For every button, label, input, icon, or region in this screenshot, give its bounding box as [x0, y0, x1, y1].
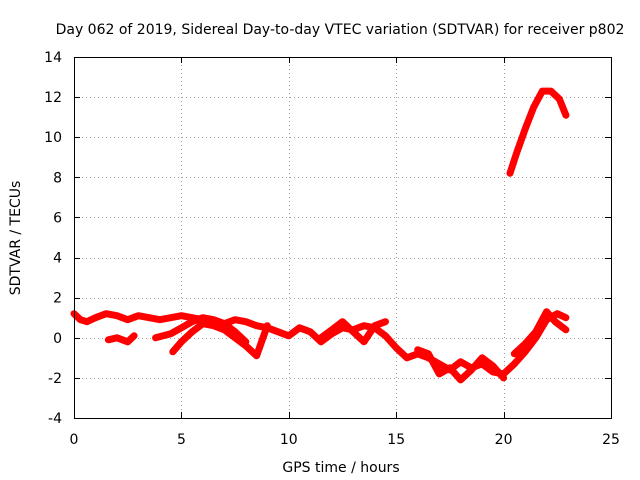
axis-ticks: 0 5 10 15 20 25 -4 -2 0 2 4 6 8 10 12 14: [44, 50, 620, 448]
y-tick-label: 8: [53, 170, 62, 186]
x-tick-label: 0: [70, 432, 79, 448]
series-afternoon-branch: [414, 346, 508, 384]
series-late-branch: [510, 308, 570, 358]
y-tick-label: -2: [48, 371, 62, 387]
y-tick-label: 10: [44, 130, 62, 146]
series-lower-branch: [104, 332, 138, 346]
x-tick-label: 15: [387, 432, 405, 448]
y-tick-label: 12: [44, 90, 62, 106]
series-high-arc: [506, 87, 570, 177]
y-tick-label: 6: [53, 210, 62, 226]
x-axis-label: GPS time / hours: [282, 460, 399, 476]
plot-frame: [74, 57, 612, 419]
series-upper-branch-b: [152, 314, 250, 346]
grid: [74, 57, 611, 418]
x-tick-label: 20: [495, 432, 513, 448]
y-axis-label: SDTVAR / TECUs: [8, 181, 24, 296]
x-tick-label: 5: [177, 432, 186, 448]
y-tick-label: 4: [53, 251, 62, 267]
x-tick-label: 25: [602, 432, 620, 448]
series-main-track: [70, 310, 570, 378]
y-tick-label: -4: [48, 411, 62, 427]
x-tick-label: 10: [280, 432, 298, 448]
y-tick-label: 0: [53, 331, 62, 347]
y-tick-label: 14: [44, 50, 62, 66]
y-tick-label: 2: [53, 291, 62, 307]
series-upper-branch-a: [169, 320, 271, 360]
data-series: [70, 87, 570, 384]
series-midday-branch: [317, 318, 389, 346]
chart-title: Day 062 of 2019, Sidereal Day-to-day VTE…: [56, 22, 625, 38]
